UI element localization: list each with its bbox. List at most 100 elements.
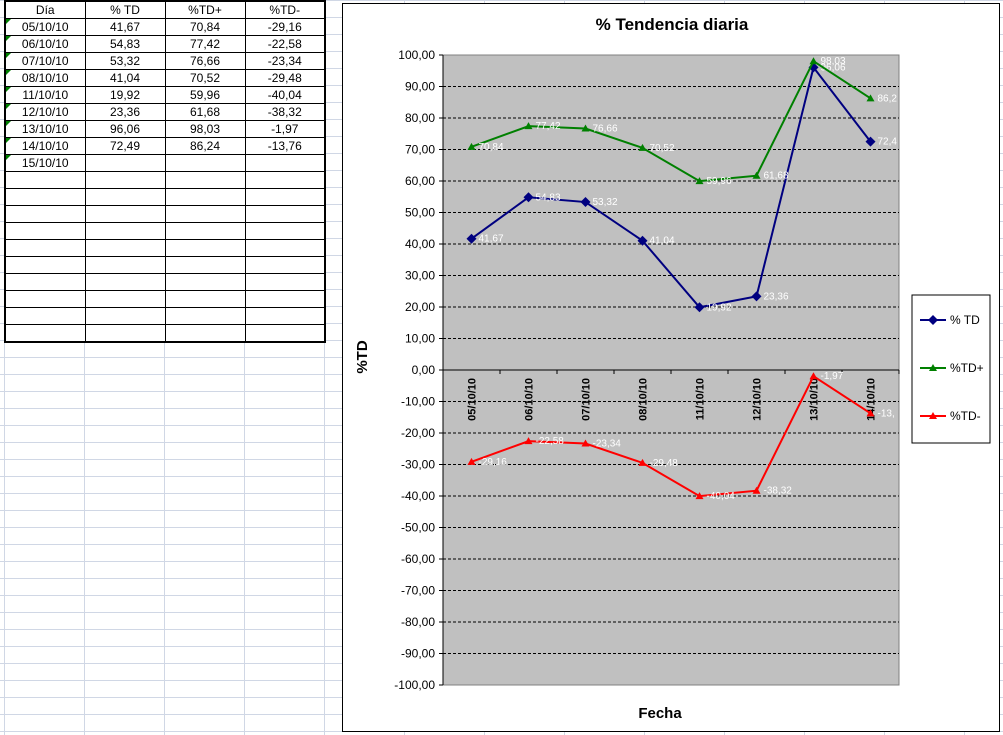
data-point (638, 458, 647, 466)
table-cell[interactable]: -29,16 (244, 18, 326, 36)
table-cell[interactable] (4, 273, 86, 291)
table-cell[interactable] (84, 273, 166, 291)
table-cell[interactable] (164, 171, 246, 189)
table-cell[interactable] (244, 222, 326, 240)
table-cell[interactable]: 59,96 (164, 86, 246, 104)
table-cell[interactable] (84, 171, 166, 189)
table-cell[interactable] (84, 256, 166, 274)
table-cell[interactable]: 11/10/10 (4, 86, 86, 104)
table-cell[interactable]: 54,83 (84, 35, 166, 53)
date-text: 14/10/10 (21, 139, 69, 153)
table-cell[interactable]: 70,52 (164, 69, 246, 87)
data-label: -40,04 (707, 491, 736, 502)
table-cell[interactable] (4, 307, 86, 325)
table-cell[interactable]: -29,48 (244, 69, 326, 87)
table-cell[interactable] (244, 256, 326, 274)
header-cell-td-minus[interactable]: %TD- (244, 0, 326, 19)
table-cell[interactable]: 76,66 (164, 52, 246, 70)
table-cell[interactable]: -40,04 (244, 86, 326, 104)
table-cell[interactable]: 98,03 (164, 120, 246, 138)
table-cell[interactable]: 13/10/10 (4, 120, 86, 138)
table-cell[interactable] (164, 273, 246, 291)
table-cell[interactable]: 61,68 (164, 103, 246, 121)
table-cell[interactable]: 06/10/10 (4, 35, 86, 53)
table-cell[interactable]: -1,97 (244, 120, 326, 138)
table-cell[interactable]: -13,76 (244, 137, 326, 155)
table-cell[interactable] (4, 256, 86, 274)
table-cell[interactable] (84, 324, 166, 343)
header-cell-dia[interactable]: Día (4, 0, 86, 19)
table-cell[interactable]: -23,34 (244, 52, 326, 70)
table-cell[interactable] (4, 171, 86, 189)
table-cell[interactable] (84, 205, 166, 223)
table-cell[interactable]: 41,67 (84, 18, 166, 36)
table-cell[interactable] (164, 188, 246, 206)
table-cell[interactable] (244, 171, 326, 189)
table-cell[interactable] (84, 239, 166, 257)
text-as-number-indicator-icon (7, 104, 11, 109)
table-cell[interactable] (84, 154, 166, 172)
data-label: 72,4 (878, 137, 898, 148)
y-tick-label: 70,00 (405, 143, 435, 157)
table-cell[interactable] (84, 290, 166, 308)
data-point (466, 233, 477, 244)
table-row (4, 222, 326, 240)
table-cell[interactable] (244, 239, 326, 257)
table-cell[interactable] (4, 222, 86, 240)
table-cell[interactable]: 19,92 (84, 86, 166, 104)
table-cell[interactable] (244, 205, 326, 223)
table-cell[interactable] (164, 324, 246, 343)
table-cell[interactable]: -22,58 (244, 35, 326, 53)
table-cell[interactable]: 77,42 (164, 35, 246, 53)
table-cell[interactable]: 70,84 (164, 18, 246, 36)
table-cell[interactable]: 05/10/10 (4, 18, 86, 36)
table-cell[interactable] (4, 290, 86, 308)
table-cell[interactable]: 23,36 (84, 103, 166, 121)
x-tick-label: 12/10/10 (752, 378, 764, 421)
table-cell[interactable] (164, 222, 246, 240)
table-cell[interactable]: 53,32 (84, 52, 166, 70)
table-cell[interactable] (4, 239, 86, 257)
table-cell[interactable] (244, 290, 326, 308)
table-cell[interactable]: 86,24 (164, 137, 246, 155)
data-label: 53,32 (593, 197, 618, 208)
date-text: 07/10/10 (21, 54, 69, 68)
data-point (524, 437, 533, 445)
table-cell[interactable]: 08/10/10 (4, 69, 86, 87)
table-cell[interactable] (164, 154, 246, 172)
data-label: -13, (878, 408, 895, 419)
table-cell[interactable] (244, 273, 326, 291)
data-point (467, 457, 476, 465)
table-cell[interactable]: -38,32 (244, 103, 326, 121)
table-cell[interactable] (244, 188, 326, 206)
table-cell[interactable] (164, 205, 246, 223)
table-cell[interactable] (164, 307, 246, 325)
table-cell[interactable] (244, 307, 326, 325)
table-cell[interactable]: 07/10/10 (4, 52, 86, 70)
table-cell[interactable] (84, 188, 166, 206)
data-point (695, 492, 704, 500)
table-cell[interactable]: 96,06 (84, 120, 166, 138)
table-cell[interactable] (4, 188, 86, 206)
table-cell[interactable] (164, 239, 246, 257)
table-cell[interactable]: 12/10/10 (4, 103, 86, 121)
table-cell[interactable] (84, 307, 166, 325)
data-label: 41,04 (650, 236, 675, 247)
table-cell[interactable]: 14/10/10 (4, 137, 86, 155)
table-cell[interactable] (164, 290, 246, 308)
data-label: 54,83 (536, 192, 561, 203)
table-cell[interactable] (244, 154, 326, 172)
table-cell[interactable] (4, 324, 86, 343)
table-cell[interactable]: 41,04 (84, 69, 166, 87)
table-cell[interactable] (84, 222, 166, 240)
header-cell-td-plus[interactable]: %TD+ (164, 0, 246, 19)
y-tick-label: -100,00 (394, 678, 435, 692)
table-cell[interactable]: 72,49 (84, 137, 166, 155)
table-cell[interactable] (4, 205, 86, 223)
header-cell-td[interactable]: % TD (84, 0, 166, 19)
table-cell[interactable] (164, 256, 246, 274)
y-tick-label: -20,00 (401, 426, 435, 440)
table-cell[interactable] (244, 324, 326, 343)
table-cell[interactable]: 15/10/10 (4, 154, 86, 172)
chart-container[interactable]: % Tendencia diaria -100,00 -90,00 -80,00 -70… (342, 3, 1000, 732)
